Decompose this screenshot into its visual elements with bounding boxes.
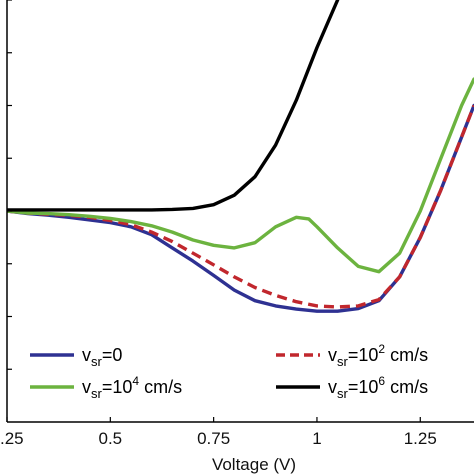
series-line-4 xyxy=(7,0,340,212)
x-tick-label: .25 xyxy=(0,429,24,448)
legend-item-4: vsr=106 cm/s xyxy=(276,374,428,401)
x-tick-label: 0.75 xyxy=(197,429,230,448)
x-tick-label: 1 xyxy=(312,429,321,448)
legend-label: vsr=104 cm/s xyxy=(82,374,182,401)
legend-label: vsr=0 xyxy=(82,345,122,369)
x-axis-label: Voltage (V) xyxy=(212,455,296,474)
legend-label: vsr=106 cm/s xyxy=(328,374,428,401)
legend-item-1: vsr=0 xyxy=(30,345,122,369)
series-line-3 xyxy=(7,77,474,274)
legend-item-2: vsr=102 cm/s xyxy=(276,342,428,369)
series-line-1 xyxy=(7,103,474,313)
x-tick-label: 1.25 xyxy=(404,429,437,448)
legend-label: vsr=102 cm/s xyxy=(328,342,428,369)
x-tick-label: 0.5 xyxy=(98,429,122,448)
legend-item-3: vsr=104 cm/s xyxy=(30,374,182,401)
